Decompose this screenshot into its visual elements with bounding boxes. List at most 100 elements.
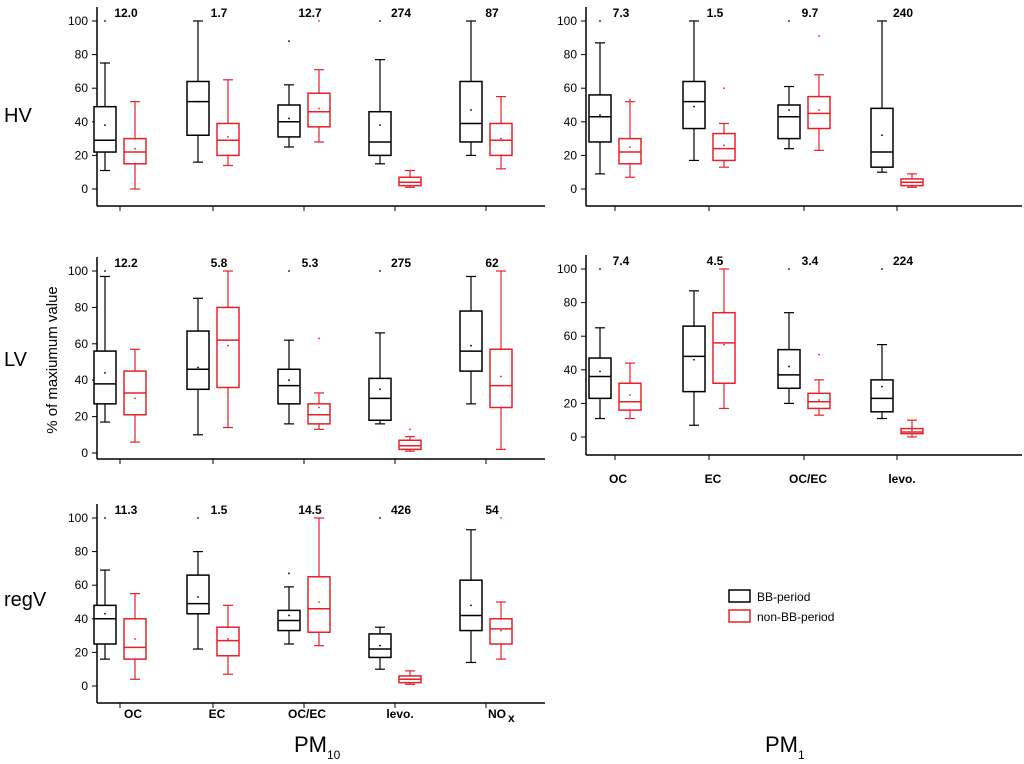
iqr-box xyxy=(123,137,147,165)
max-value-label: 12.0 xyxy=(114,6,138,20)
nonbb-box-0 xyxy=(123,348,147,443)
iqr-box xyxy=(712,311,736,384)
iqr-box xyxy=(489,348,513,409)
bb-box-4 xyxy=(459,275,483,405)
panel-hv-pm10: 0 20 40 60 80 100 12.0 1.7 12.7 274 87 xyxy=(68,6,545,211)
max-value-label: 5.3 xyxy=(302,256,319,270)
iqr-box xyxy=(307,576,331,633)
mean-marker xyxy=(723,144,725,147)
outlier-point xyxy=(318,20,320,22)
iqr-box xyxy=(307,92,331,128)
category-label-ec: EC xyxy=(209,707,226,721)
mean-marker xyxy=(379,124,381,127)
mean-marker xyxy=(318,406,320,409)
max-value-label: 274 xyxy=(391,6,411,20)
nonbb-box-1 xyxy=(712,268,736,410)
nonbb-box-3 xyxy=(900,419,924,438)
max-value-label: 7.4 xyxy=(613,254,630,268)
mean-marker xyxy=(197,366,199,369)
row-label-lv: LV xyxy=(4,349,28,371)
mean-marker xyxy=(288,379,290,382)
iqr-box xyxy=(588,357,612,400)
mean-marker xyxy=(379,388,381,391)
nonbb-box-2 xyxy=(807,35,831,151)
max-value-label: 62 xyxy=(485,256,499,270)
outlier-point xyxy=(197,517,199,519)
bb-box-1 xyxy=(682,290,706,426)
mean-marker xyxy=(318,107,320,110)
nonbb-box-1 xyxy=(216,270,240,429)
bb-box-2 xyxy=(277,572,301,645)
outlier-point xyxy=(379,517,381,519)
nonbb-box-3 xyxy=(900,173,924,188)
mean-marker xyxy=(818,109,820,111)
nonbb-box-2 xyxy=(307,337,331,430)
column-title-pm1: PM 1 xyxy=(765,732,805,762)
y-tick-label: 40 xyxy=(564,115,578,129)
mean-marker xyxy=(104,372,106,374)
y-tick-label: 20 xyxy=(75,148,89,162)
outlier-point xyxy=(318,337,320,340)
nonbb-box-0 xyxy=(618,99,642,178)
iqr-box xyxy=(216,306,240,389)
nonbb-box-4 xyxy=(489,270,513,450)
iqr-box xyxy=(368,377,392,421)
bb-box-4 xyxy=(459,20,483,156)
max-value-label: 224 xyxy=(893,254,913,268)
mean-marker xyxy=(500,375,502,378)
y-tick-label: 100 xyxy=(68,264,88,278)
nox-label-sub: x xyxy=(508,711,515,725)
y-tick-label: 60 xyxy=(75,337,89,351)
mean-marker xyxy=(134,397,136,400)
panel-regv-pm10: 0 20 40 60 80 100 11.3 1.5 14.5 426 54 xyxy=(68,503,545,708)
mean-marker xyxy=(629,394,631,396)
category-label-ec-pm1: EC xyxy=(705,472,722,486)
bb-box-2 xyxy=(277,40,301,148)
mean-marker xyxy=(470,604,472,607)
iqr-box xyxy=(277,368,301,405)
outlier-point xyxy=(379,20,381,22)
category-label-oc: OC xyxy=(124,707,142,721)
nonbb-box-3 xyxy=(398,670,422,685)
max-value-label: 54 xyxy=(485,503,499,517)
row-label-hv: HV xyxy=(4,105,32,127)
outlier-point xyxy=(104,517,106,519)
mean-marker xyxy=(227,136,229,138)
category-label-levo-pm1: levo. xyxy=(888,472,915,486)
mean-marker xyxy=(911,429,913,432)
y-tick-label: 20 xyxy=(75,410,89,424)
mean-marker xyxy=(134,638,136,640)
max-value-label: 12.2 xyxy=(114,256,138,270)
outlier-point xyxy=(881,268,883,270)
y-tick-label: 100 xyxy=(68,14,88,28)
mean-marker xyxy=(629,146,631,148)
outlier-point xyxy=(288,572,290,575)
nonbb-box-2 xyxy=(807,353,831,416)
outlier-point xyxy=(788,268,790,270)
y-tick-label: 0 xyxy=(81,446,88,460)
mean-marker xyxy=(470,109,472,111)
mean-marker xyxy=(409,678,411,681)
mean-marker xyxy=(881,385,883,388)
max-value-label: 426 xyxy=(391,503,411,517)
iqr-box xyxy=(186,330,210,391)
nonbb-box-1 xyxy=(216,604,240,675)
outlier-point xyxy=(500,517,502,519)
legend-swatch-nonbb xyxy=(728,609,751,623)
panel-lv-pm1: 0 20 40 60 80 100 7.4 4.5 3.4 224 xyxy=(557,254,1022,460)
bb-box-1 xyxy=(682,20,706,162)
max-value-label: 12.7 xyxy=(298,6,322,20)
pm10-sub: 10 xyxy=(327,748,341,762)
max-value-label: 3.4 xyxy=(802,254,819,268)
iqr-box xyxy=(277,104,301,138)
y-tick-label: 40 xyxy=(564,363,578,377)
y-tick-label: 0 xyxy=(81,679,88,693)
y-tick-label: 80 xyxy=(564,296,578,310)
y-tick-label: 40 xyxy=(75,612,89,626)
nonbb-box-0 xyxy=(123,592,147,680)
y-tick-label: 20 xyxy=(75,645,89,659)
mean-marker xyxy=(818,399,820,401)
iqr-box xyxy=(870,379,894,413)
mean-marker xyxy=(197,596,199,598)
